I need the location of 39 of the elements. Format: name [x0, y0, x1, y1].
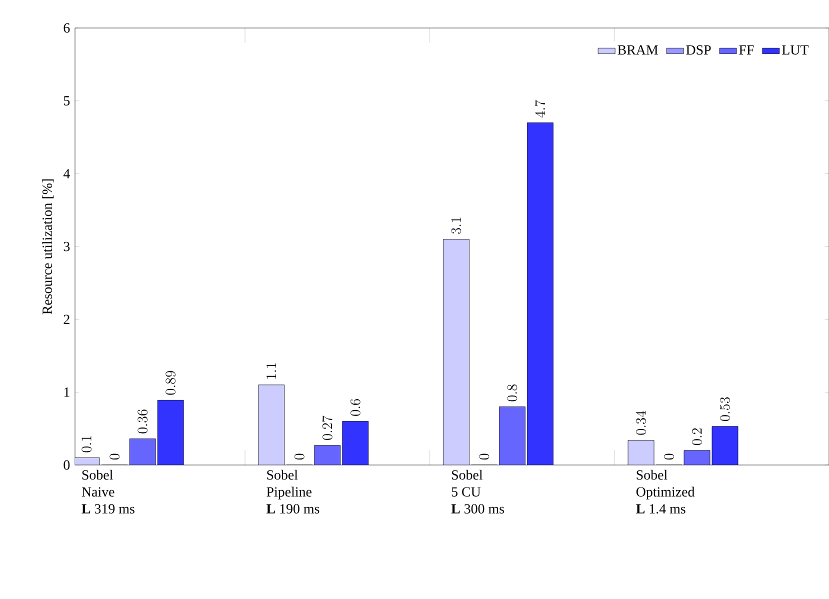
y-tick-label: 3 [64, 242, 70, 252]
x-tick-label: Sobel Pipeline L 190 ms [266, 470, 320, 514]
data-label: 4.7 [535, 100, 546, 118]
data-label: 0.6 [350, 399, 360, 416]
data-label: 0.53 [720, 397, 730, 421]
y-tick-label: 4 [63, 169, 70, 178]
y-tick-label: 0 [64, 460, 70, 470]
y-tick-label: 5 [64, 96, 70, 106]
data-label: 0.36 [138, 410, 148, 434]
bar [712, 426, 738, 465]
y-tick-label: 2 [64, 314, 70, 324]
data-label: 0 [479, 454, 490, 460]
x-tick-label: Sobel Optimized L 1.4 ms [636, 470, 695, 514]
x-tick-label: Sobel 5 CU L 300 ms [451, 470, 504, 514]
bar [129, 438, 156, 465]
data-label: 0.34 [636, 410, 646, 435]
bar [157, 400, 184, 465]
legend-label: DSP [686, 45, 711, 55]
data-label: 1 . 1 [266, 363, 276, 379]
legend-label: FF [739, 45, 754, 54]
data-label: 0.27 [322, 416, 332, 440]
data-label: 0 [110, 454, 120, 460]
data-label: 0.2 [692, 428, 702, 445]
bar [342, 421, 369, 465]
data-label: 0.89 [166, 370, 176, 395]
data-label: 0. 1 [82, 436, 92, 452]
y-tick-label: 6 [64, 23, 70, 33]
bar [499, 406, 526, 465]
bar [526, 122, 554, 465]
x-tick-label: Sobel Naive L 319 ms [82, 470, 134, 514]
data-label: 0 [664, 454, 674, 460]
y-tick-label: 1 [64, 388, 70, 397]
data-label: 0.8 [507, 384, 518, 402]
legend-label: LUT [782, 45, 809, 55]
legend-label: BRAM [618, 45, 658, 55]
bar [314, 445, 341, 465]
data-label: 0 [294, 454, 304, 460]
y-axis-title: Resource utilization [%] [42, 179, 54, 314]
data-label: 3. 1 [451, 218, 462, 234]
